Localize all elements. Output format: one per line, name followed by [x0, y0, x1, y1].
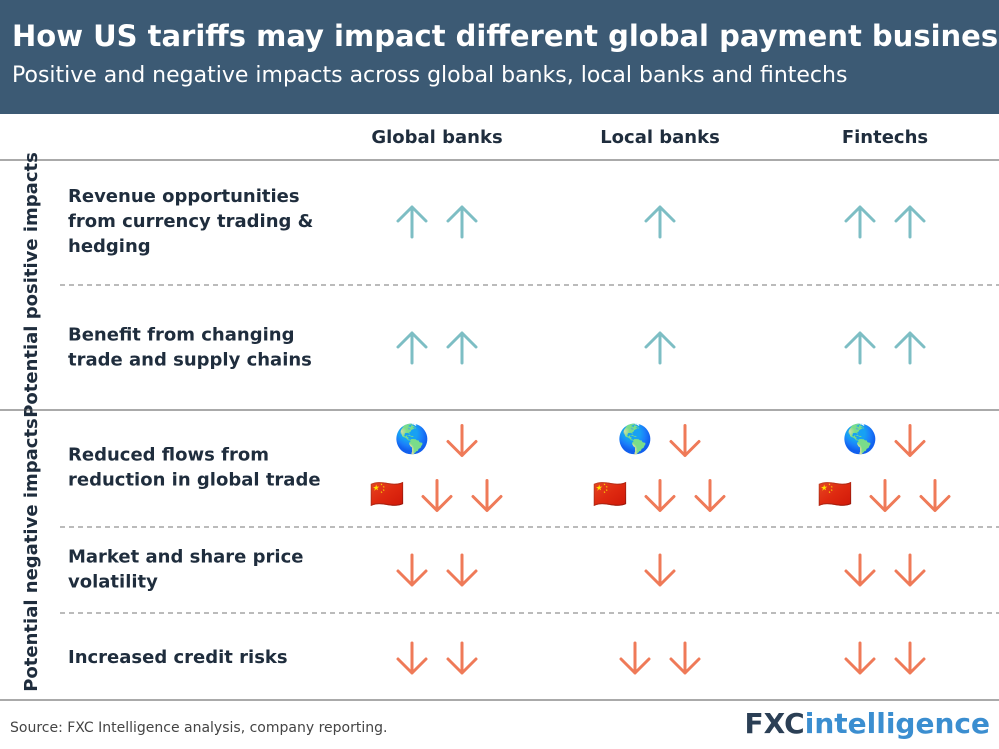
arrow-down — [894, 553, 926, 587]
arrow-down — [446, 553, 478, 587]
icon: 🇨🇳 — [370, 478, 405, 511]
column-header: Fintechs — [842, 127, 928, 148]
arrow-down — [844, 641, 876, 675]
arrow-down — [919, 479, 951, 512]
source: Source: FXC Intelligence analysis, compa… — [10, 720, 387, 736]
arrow-up — [844, 205, 876, 239]
row-label: Revenue opportunities — [68, 186, 300, 207]
arrow-down — [694, 479, 726, 512]
row-label: Benefit from changing — [68, 325, 294, 346]
icon: 🌎 — [618, 423, 653, 456]
title: How US tariffs may impact different glob… — [12, 19, 999, 53]
row-label: volatility — [68, 572, 158, 593]
logo-suffix: intelligence — [805, 707, 990, 740]
column-header: Local banks — [600, 127, 720, 148]
logo: FXCintelligence — [744, 707, 990, 740]
group-label: Potential negative impacts — [21, 418, 42, 692]
arrow-up — [894, 205, 926, 239]
arrow-down — [644, 479, 676, 512]
arrow-up — [644, 205, 676, 239]
arrow-up — [396, 205, 428, 239]
arrow-down — [644, 553, 676, 587]
arrow-down — [446, 641, 478, 675]
arrow-down — [669, 424, 701, 457]
icon: 🇨🇳 — [818, 478, 853, 511]
arrow-down — [446, 424, 478, 457]
arrow-up — [446, 331, 478, 365]
column-header: Global banks — [371, 127, 502, 148]
arrow-down — [619, 641, 651, 675]
subtitle: Positive and negative impacts across glo… — [12, 63, 847, 88]
arrow-down — [869, 479, 901, 512]
arrow-down — [421, 479, 453, 512]
logo-prefix: FXC — [744, 707, 804, 740]
row-label: trade and supply chains — [68, 350, 312, 371]
row-label: reduction in global trade — [68, 470, 321, 491]
arrow-down — [471, 479, 503, 512]
arrow-up — [446, 205, 478, 239]
arrow-down — [894, 424, 926, 457]
arrow-up — [894, 331, 926, 365]
row-label: hedging — [68, 236, 151, 257]
icon: 🌎 — [843, 423, 878, 456]
arrow-up — [844, 331, 876, 365]
icon: 🌎 — [395, 423, 430, 456]
header-band — [0, 0, 999, 114]
arrow-down — [894, 641, 926, 675]
row-label: Market and share price — [68, 547, 303, 568]
arrow-down — [844, 553, 876, 587]
group-label: Potential positive impacts — [21, 152, 42, 418]
row-label: from currency trading & — [68, 211, 313, 232]
row-label: Increased credit risks — [68, 647, 288, 668]
arrow-down — [669, 641, 701, 675]
row-label: Reduced flows from — [68, 445, 269, 466]
arrow-down — [396, 553, 428, 587]
arrow-up — [396, 331, 428, 365]
icon: 🇨🇳 — [593, 478, 628, 511]
arrow-up — [644, 331, 676, 365]
arrow-down — [396, 641, 428, 675]
